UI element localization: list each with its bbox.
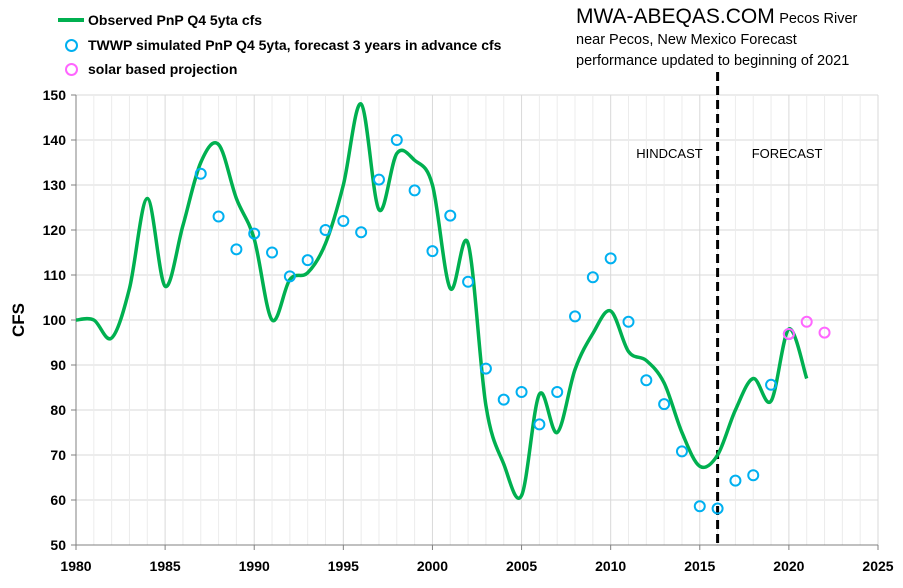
x-tick-label: 1990 xyxy=(239,558,270,574)
simulated-point xyxy=(266,246,279,259)
simulated-point xyxy=(569,310,582,323)
simulated-point xyxy=(372,173,385,186)
y-tick-label: 140 xyxy=(43,132,67,148)
simulated-point xyxy=(408,184,421,197)
site-title: MWA-ABEQAS.COM xyxy=(576,5,775,28)
x-tick-label: 2020 xyxy=(773,558,804,574)
solar-projection-point xyxy=(800,315,813,328)
simulated-point xyxy=(747,469,760,482)
x-tick-label: 2010 xyxy=(595,558,626,574)
simulated-point xyxy=(604,252,617,265)
observed-series-line xyxy=(75,102,809,500)
y-tick-label: 50 xyxy=(50,537,66,553)
simulated-point xyxy=(515,386,528,398)
y-tick-label: 90 xyxy=(50,357,66,373)
simulated-point xyxy=(212,210,225,223)
y-tick-label: 120 xyxy=(43,222,67,238)
simulated-point xyxy=(675,445,688,458)
simulated-point xyxy=(444,209,457,222)
legend-label: solar based projection xyxy=(88,61,238,78)
line-swatch-icon xyxy=(58,13,84,27)
simulated-point xyxy=(640,374,653,387)
legend-item-observed: Observed PnP Q4 5yta cfs xyxy=(58,8,501,33)
annotation-label: FORECAST xyxy=(752,146,823,161)
x-tick-label: 1995 xyxy=(328,558,359,574)
simulated-point xyxy=(711,502,724,515)
title-line-2: near Pecos, New Mexico Forecast xyxy=(576,32,797,48)
y-tick-label: 100 xyxy=(43,312,67,328)
simulated-point xyxy=(729,474,742,487)
x-tick-label: 2025 xyxy=(862,558,893,574)
y-tick-label: 70 xyxy=(50,447,66,463)
simulated-point xyxy=(337,215,350,227)
simulated-point xyxy=(533,418,546,431)
simulated-point xyxy=(622,315,635,328)
y-tick-label: 130 xyxy=(43,177,67,193)
legend-label: TWWP simulated PnP Q4 5yta, forecast 3 y… xyxy=(88,36,502,53)
simulated-point xyxy=(230,243,243,256)
y-axis-label: CFS xyxy=(9,303,28,337)
simulated-point xyxy=(765,378,778,391)
simulated-point xyxy=(586,271,599,284)
simulated-point xyxy=(319,224,332,236)
x-tick-label: 1985 xyxy=(150,558,181,574)
y-tick-label: 110 xyxy=(43,267,66,283)
circle-marker-icon xyxy=(58,62,84,77)
x-tick-label: 2005 xyxy=(506,558,537,574)
simulated-point xyxy=(497,393,510,406)
circle-marker-icon xyxy=(58,38,84,52)
y-tick-label: 150 xyxy=(43,87,67,103)
x-tick-label: 2015 xyxy=(684,558,715,574)
legend-label: Observed PnP Q4 5yta cfs xyxy=(88,12,263,29)
x-tick-label: 1980 xyxy=(60,558,91,574)
simulated-point xyxy=(248,227,261,240)
chart-title-block: MWA-ABEQAS.COM Pecos River near Pecos, N… xyxy=(576,6,898,72)
simulated-point xyxy=(479,362,492,375)
title-line-3: performance updated to beginning of 2021 xyxy=(576,53,850,69)
x-tick-label: 2000 xyxy=(417,558,448,574)
simulated-point xyxy=(658,398,671,411)
simulated-point xyxy=(551,386,564,398)
annotation-label: HINDCAST xyxy=(636,146,703,161)
simulated-point xyxy=(426,245,439,258)
simulated-point xyxy=(355,226,368,239)
legend-item-solar: solar based projection xyxy=(58,57,501,82)
simulated-point xyxy=(194,167,207,180)
simulated-point xyxy=(301,254,314,267)
solar-projection-point xyxy=(782,327,795,340)
y-tick-label: 80 xyxy=(50,402,66,418)
solar-projection-point xyxy=(818,326,831,339)
simulated-point xyxy=(462,275,475,288)
legend: Observed PnP Q4 5yta cfs TWWP simulated … xyxy=(58,8,501,82)
simulated-point xyxy=(283,270,296,283)
simulated-point xyxy=(390,134,403,146)
y-tick-label: 60 xyxy=(50,492,66,508)
title-line-1: Pecos River xyxy=(779,11,858,27)
simulated-point xyxy=(693,500,706,513)
legend-item-simulated: TWWP simulated PnP Q4 5yta, forecast 3 y… xyxy=(58,33,501,58)
